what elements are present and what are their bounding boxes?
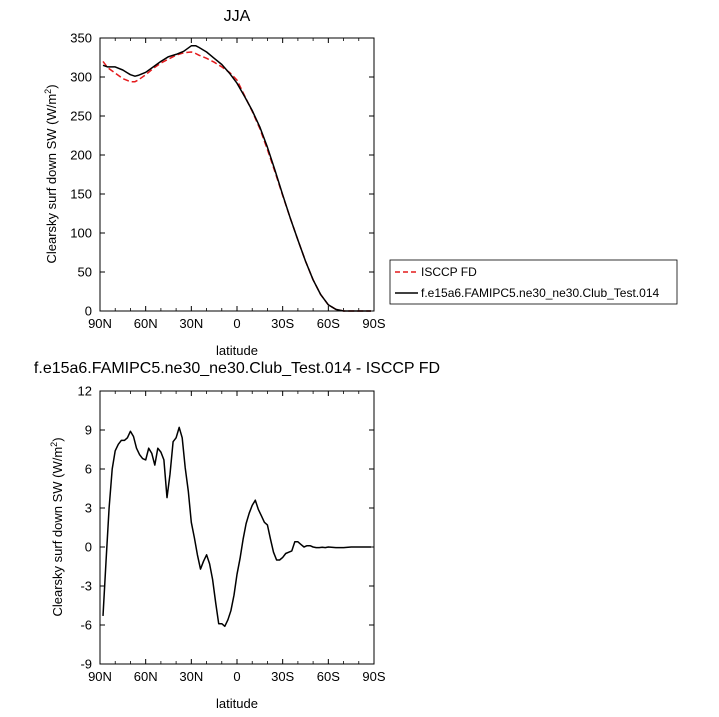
x-tick-label: 0 [233,316,240,331]
x-tick-label: 60S [317,669,340,684]
x-tick-label: 90N [88,669,112,684]
legend-label-model: f.e15a6.FAMIPC5.ne30_ne30.Club_Test.014 [421,286,659,300]
x-tick-label: 0 [233,669,240,684]
panel-difference: f.e15a6.FAMIPC5.ne30_ne30.Club_Test.014 … [34,360,440,711]
panel-jja: JJA Clearsky surf down SW (W/m2) latitud… [43,8,678,358]
y-tick-label: 100 [70,226,92,241]
x-tick-label: 60S [317,316,340,331]
y-tick-label: 0 [85,304,92,319]
y-tick-label: 200 [70,148,92,163]
x-tick-label: 60N [134,316,158,331]
y-tick-label: -9 [80,657,92,672]
y-tick-label: -6 [80,618,92,633]
x-tick-label: 30S [271,316,294,331]
y-tick-label: 9 [85,423,92,438]
y-axis-label: Clearsky surf down SW (W/m2) [43,84,59,263]
x-tick-label: 60N [134,669,158,684]
series-line-obs [102,51,371,312]
x-tick-label: 30N [179,669,203,684]
series-line-model [102,45,371,312]
plot-area: 90N 60N 30N 0 30S 60S 90S 0 50 100 150 200 250 300 350 [70,31,386,332]
legend: ISCCP FD f.e15a6.FAMIPC5.ne30_ne30.Club_… [389,259,678,305]
y-axis-label: Clearsky surf down SW (W/m2) [49,437,65,616]
y-tick-label: 50 [78,265,92,280]
plot-area: 90N 60N 30N 0 30S 60S 90S -9 -6 -3 0 3 6 9 12 [78,384,386,685]
legend-box [389,259,678,305]
svg-text:Clearsky surf down SW (W/m2): Clearsky surf down SW (W/m2) [43,84,59,263]
x-tick-label: 30N [179,316,203,331]
y-tick-label: 6 [85,462,92,477]
x-tick-label: 90S [362,669,385,684]
y-tick-label: 300 [70,70,92,85]
x-tick-label: 90N [88,316,112,331]
y-tick-label: 3 [85,501,92,516]
plot-frame [99,390,375,665]
plot-frame [99,37,375,312]
chart-title: f.e15a6.FAMIPC5.ne30_ne30.Club_Test.014 … [34,360,440,377]
series-line-model [102,426,371,628]
y-tick-label: 0 [85,540,92,555]
x-tick-label: 30S [271,669,294,684]
chart-title: JJA [224,8,251,25]
legend-label-obs: ISCCP FD [421,265,477,279]
y-tick-label: 350 [70,31,92,46]
x-axis-label: latitude [216,343,258,358]
x-axis-label: latitude [216,696,258,711]
y-tick-label: 250 [70,109,92,124]
y-tick-label: 150 [70,187,92,202]
y-tick-label: -3 [80,579,92,594]
y-tick-label: 12 [78,384,92,399]
svg-text:Clearsky surf down SW (W/m2): Clearsky surf down SW (W/m2) [49,437,65,616]
x-tick-label: 90S [362,316,385,331]
